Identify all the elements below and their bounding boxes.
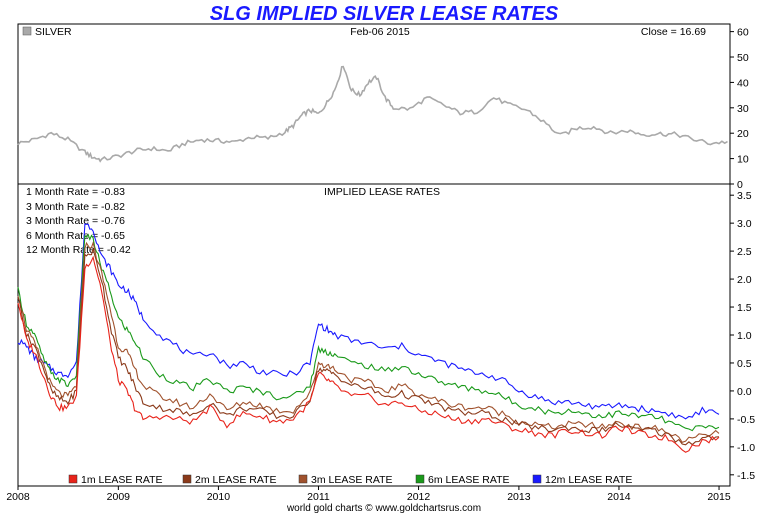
- lease-y-tick-label: 2.5: [737, 246, 752, 258]
- lease-line-12m: [17, 223, 720, 420]
- x-tick-label: 2013: [507, 491, 531, 503]
- legend: 1m LEASE RATE 2m LEASE RATE 3m LEASE RAT…: [68, 474, 632, 486]
- readout-1m: 1 Month Rate = -0.83: [26, 186, 125, 198]
- readout-6m: 6 Month Rate = -0.65: [26, 230, 125, 242]
- lease-y-axis: -1.5 -1.0 -0.5 0.0 0.5 1.0 1.5 2.0 2.5 3.0 3.5: [730, 190, 755, 482]
- legend-item-12m: 12m LEASE RATE: [532, 474, 632, 486]
- silver-legend-swatch: [22, 26, 32, 36]
- lease-y-tick-label: 0.0: [737, 386, 752, 398]
- lease-line-6m: [17, 233, 720, 432]
- chart-title: SLG IMPLIED SILVER LEASE RATES: [210, 3, 559, 25]
- x-tick-label: 2012: [407, 491, 431, 503]
- legend-swatch-1m: [68, 474, 78, 484]
- x-tick-label: 2009: [107, 491, 131, 503]
- silver-series: [17, 65, 728, 163]
- legend-item-1m: 1m LEASE RATE: [68, 474, 163, 486]
- silver-y-tick-label: 60: [737, 27, 749, 39]
- legend-label-2m: 2m LEASE RATE: [195, 474, 277, 486]
- lease-y-tick-label: 2.0: [737, 274, 752, 286]
- lease-line-3m: [17, 241, 720, 443]
- lease-series: [17, 223, 720, 453]
- lease-panel-title: IMPLIED LEASE RATES: [324, 186, 440, 198]
- lease-y-tick-label: -1.0: [737, 442, 755, 454]
- silver-price-line: [17, 65, 728, 163]
- silver-panel-frame: [17, 23, 731, 185]
- footer-credit: world gold charts © www.goldchartsrus.co…: [286, 503, 481, 514]
- silver-series-label: SILVER: [35, 26, 72, 38]
- legend-swatch-3m: [298, 474, 308, 484]
- lease-y-tick-label: 3.5: [737, 190, 752, 202]
- silver-date-label: Feb-06 2015: [350, 26, 410, 38]
- silver-close-label: Close = 16.69: [641, 26, 706, 38]
- lease-line-1m: [17, 255, 720, 453]
- legend-label-6m: 6m LEASE RATE: [428, 474, 510, 486]
- x-axis: 2008 2009 2010 2011 2012 2013 2014 2015: [6, 486, 731, 503]
- silver-y-tick-label: 30: [737, 103, 749, 115]
- x-tick-label: 2015: [707, 491, 731, 503]
- readout-12m: 12 Month Rate = -0.42: [26, 244, 131, 256]
- x-tick-label: 2008: [6, 491, 30, 503]
- lease-y-tick-label: 3.0: [737, 218, 752, 230]
- silver-y-axis: 0 10 20 30 40 50 60: [730, 27, 749, 191]
- readout-2m: 3 Month Rate = -0.82: [26, 201, 125, 213]
- readout-3m: 3 Month Rate = -0.76: [26, 215, 125, 227]
- lease-y-tick-label: 1.5: [737, 302, 752, 314]
- lease-y-tick-label: 1.0: [737, 330, 752, 342]
- legend-item-6m: 6m LEASE RATE: [415, 474, 510, 486]
- lease-y-tick-label: -0.5: [737, 414, 755, 426]
- silver-y-tick-label: 50: [737, 52, 749, 64]
- lease-y-tick-label: 0.5: [737, 358, 752, 370]
- x-tick-label: 2010: [207, 491, 231, 503]
- silver-y-tick-label: 10: [737, 154, 749, 166]
- x-tick-label: 2014: [607, 491, 631, 503]
- legend-item-2m: 2m LEASE RATE: [182, 474, 277, 486]
- legend-label-3m: 3m LEASE RATE: [311, 474, 393, 486]
- legend-item-3m: 3m LEASE RATE: [298, 474, 393, 486]
- rate-readouts: 1 Month Rate = -0.83 3 Month Rate = -0.8…: [26, 186, 131, 256]
- x-tick-label: 2011: [307, 491, 330, 503]
- silver-y-tick-label: 0: [737, 179, 743, 191]
- legend-swatch-12m: [532, 474, 542, 484]
- legend-label-1m: 1m LEASE RATE: [81, 474, 163, 486]
- legend-label-12m: 12m LEASE RATE: [545, 474, 632, 486]
- silver-y-tick-label: 40: [737, 77, 749, 89]
- legend-swatch-2m: [182, 474, 192, 484]
- lease-y-tick-label: -1.5: [737, 470, 755, 482]
- legend-swatch-6m: [415, 474, 425, 484]
- lease-panel-frame: [17, 183, 731, 487]
- silver-y-tick-label: 20: [737, 128, 749, 140]
